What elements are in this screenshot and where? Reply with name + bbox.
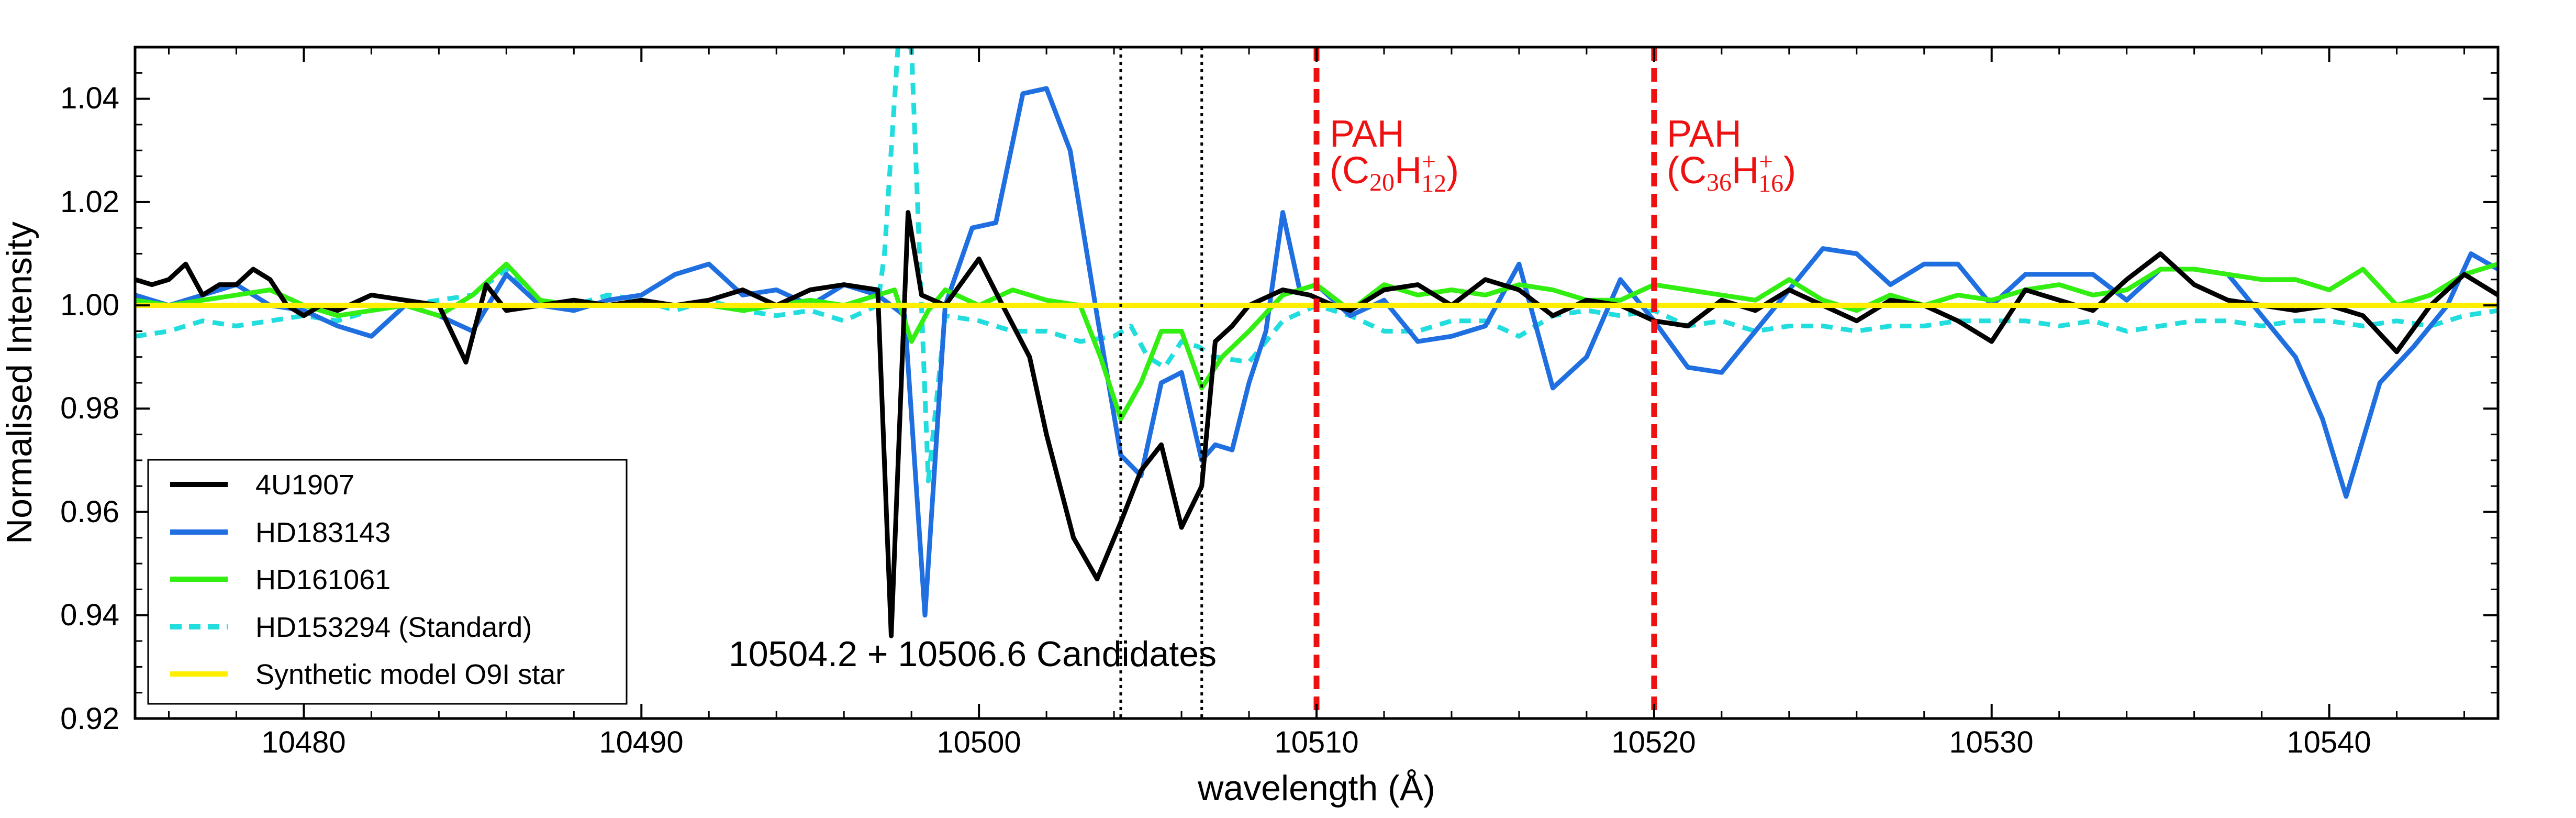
legend-label-hd153294: HD153294 (Standard) <box>255 612 532 643</box>
pah-formula-2: (C36H+ 16) <box>1667 148 1796 197</box>
y-tick-label: 0.98 <box>60 391 119 425</box>
pah-annotation-2: PAH (C36H+ 16) <box>1667 113 1796 197</box>
pah-formula-1: (C20H+ 12) <box>1330 148 1459 197</box>
x-tick-label: 10530 <box>1949 725 2033 759</box>
y-tick-label: 0.92 <box>60 702 119 736</box>
legend-label-hd183143: HD183143 <box>255 517 391 548</box>
x-tick-label: 10540 <box>2287 725 2371 759</box>
x-tick-label: 10500 <box>936 725 1021 759</box>
reference-lines <box>1119 47 1657 718</box>
y-tick-labels: 0.92 0.94 0.96 0.98 1.00 1.02 1.04 <box>60 81 119 736</box>
x-tick-labels: 10480 10490 10500 10510 10520 10530 1054… <box>261 725 2371 759</box>
legend: 4U1907 HD183143 HD161061 HD153294 (Stand… <box>147 459 628 705</box>
x-tick-label: 10490 <box>599 725 683 759</box>
y-tick-label: 1.04 <box>60 81 119 115</box>
y-tick-label: 0.96 <box>60 495 119 529</box>
legend-label-4u1907: 4U1907 <box>255 469 354 501</box>
y-tick-label: 1.02 <box>60 185 119 219</box>
legend-label-synthetic: Synthetic model O9I star <box>255 659 565 690</box>
candidates-annotation: 10504.2 + 10506.6 Candidates <box>729 634 1217 674</box>
x-tick-label: 10520 <box>1611 725 1696 759</box>
plot-frame <box>133 46 2500 720</box>
pah-label-1: PAH <box>1330 113 1404 155</box>
legend-box <box>147 459 628 705</box>
series-line-hd183143 <box>135 86 2498 618</box>
pah-label-2: PAH <box>1667 113 1742 155</box>
y-axis-title: Normalised Intensity <box>0 222 39 544</box>
pah-annotation-1: PAH (C20H+ 12) <box>1330 113 1459 197</box>
y-tick-label: 0.94 <box>60 598 119 632</box>
x-tick-label: 10510 <box>1274 725 1358 759</box>
legend-label-hd161061: HD161061 <box>255 564 391 595</box>
series-line-4u1907 <box>135 210 2498 638</box>
x-axis-title: wavelength (Å) <box>1197 768 1435 808</box>
y-tick-label: 1.00 <box>60 288 119 322</box>
x-tick-label: 10480 <box>261 725 345 759</box>
